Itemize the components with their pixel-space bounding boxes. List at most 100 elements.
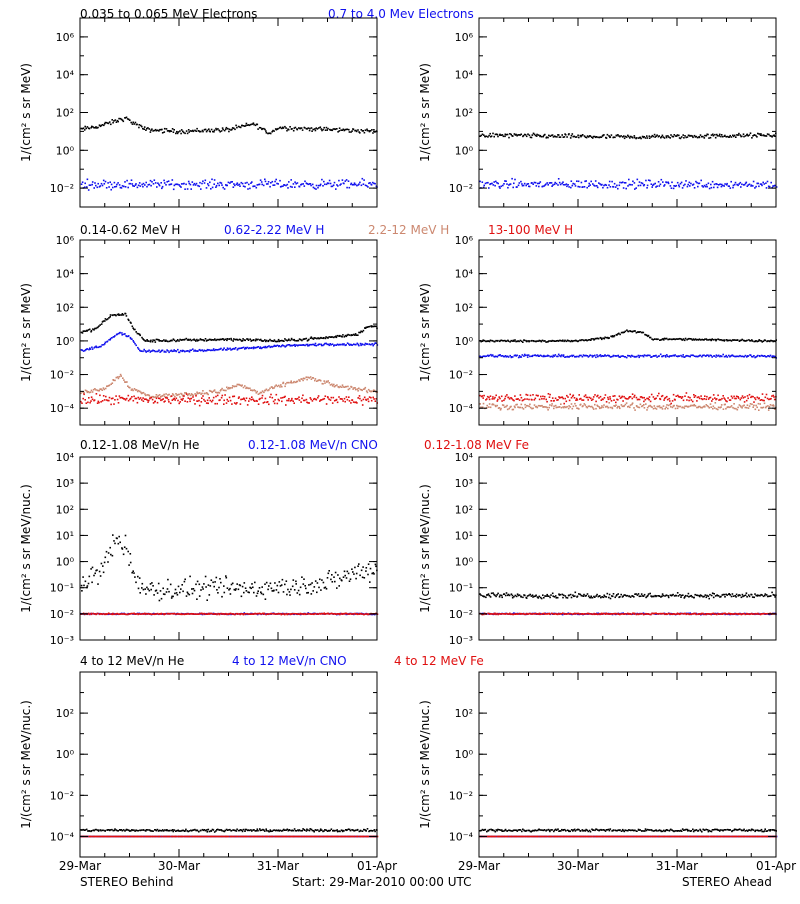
data-point: [348, 180, 350, 182]
data-point: [594, 394, 596, 396]
data-point: [363, 179, 365, 181]
data-point: [191, 340, 193, 342]
data-point: [289, 594, 291, 596]
data-point: [86, 186, 88, 188]
data-point: [170, 403, 172, 405]
data-point: [171, 597, 173, 599]
data-point: [309, 130, 311, 132]
data-point: [524, 398, 526, 400]
data-point: [137, 614, 139, 616]
data-point: [634, 330, 636, 332]
data-point: [687, 595, 689, 597]
data-point: [308, 127, 310, 129]
data-point: [325, 613, 327, 615]
data-point: [211, 129, 213, 131]
data-point: [704, 398, 706, 400]
data-point: [112, 122, 114, 124]
data-point: [236, 386, 238, 388]
data-point: [657, 338, 659, 340]
data-point: [246, 182, 248, 184]
data-point: [664, 184, 666, 186]
data-point: [345, 344, 347, 346]
data-point: [181, 129, 183, 131]
data-point: [757, 183, 759, 185]
data-point: [666, 338, 668, 340]
data-point: [716, 339, 718, 341]
data-point: [592, 399, 594, 401]
data-point: [585, 404, 587, 406]
data-point: [774, 135, 776, 137]
data-point: [675, 395, 677, 397]
data-point: [89, 402, 91, 404]
data-point: [89, 329, 91, 331]
data-point: [167, 350, 169, 352]
data-point: [82, 398, 84, 400]
data-point: [215, 396, 217, 398]
data-point: [652, 136, 654, 138]
data-point: [724, 183, 726, 185]
data-point: [766, 356, 768, 358]
data-point: [525, 394, 527, 396]
data-point: [322, 129, 324, 131]
data-point: [352, 184, 354, 186]
data-point: [297, 129, 299, 131]
data-point: [578, 340, 580, 342]
data-point: [166, 128, 168, 130]
data-point: [726, 183, 728, 185]
data-point: [266, 582, 268, 584]
data-point: [634, 182, 636, 184]
data-point: [747, 404, 749, 406]
data-point: [264, 401, 266, 403]
data-point: [117, 121, 119, 123]
data-point: [156, 398, 158, 400]
data-point: [743, 405, 745, 407]
data-point: [163, 180, 165, 182]
data-point: [547, 407, 549, 409]
data-point: [125, 186, 127, 188]
data-point: [248, 184, 250, 186]
data-point: [551, 182, 553, 184]
data-point: [745, 407, 747, 409]
data-point: [607, 407, 609, 409]
data-point: [81, 585, 83, 587]
data-point: [566, 136, 568, 138]
data-point: [762, 182, 764, 184]
data-point: [558, 134, 560, 136]
data-point: [602, 399, 604, 401]
data-point: [226, 349, 228, 351]
data-point: [304, 378, 306, 380]
data-point: [105, 557, 107, 559]
data-point: [371, 343, 373, 345]
data-point: [149, 184, 151, 186]
data-point: [658, 355, 660, 357]
data-point: [145, 182, 147, 184]
data-point: [753, 401, 755, 403]
data-point: [510, 406, 512, 408]
data-point: [654, 183, 656, 185]
data-point: [357, 565, 359, 567]
data-point: [708, 595, 710, 597]
y-tick-label: 10⁻²: [50, 369, 74, 382]
data-point: [368, 563, 370, 565]
data-point: [718, 595, 720, 597]
data-point: [362, 130, 364, 132]
data-point: [204, 400, 206, 402]
data-point: [342, 334, 344, 336]
y-tick-label: 10⁶: [455, 31, 474, 44]
data-point: [266, 132, 268, 134]
data-point: [765, 182, 767, 184]
data-point: [261, 397, 263, 399]
data-point: [726, 355, 728, 357]
data-point: [718, 135, 720, 137]
data-point: [327, 577, 329, 579]
data-point: [137, 187, 139, 189]
data-point: [712, 181, 714, 183]
data-point: [174, 593, 176, 595]
data-point: [689, 182, 691, 184]
data-point: [297, 398, 299, 400]
data-point: [93, 575, 95, 577]
data-point: [555, 136, 557, 138]
data-point: [90, 184, 92, 186]
data-point: [497, 593, 499, 595]
